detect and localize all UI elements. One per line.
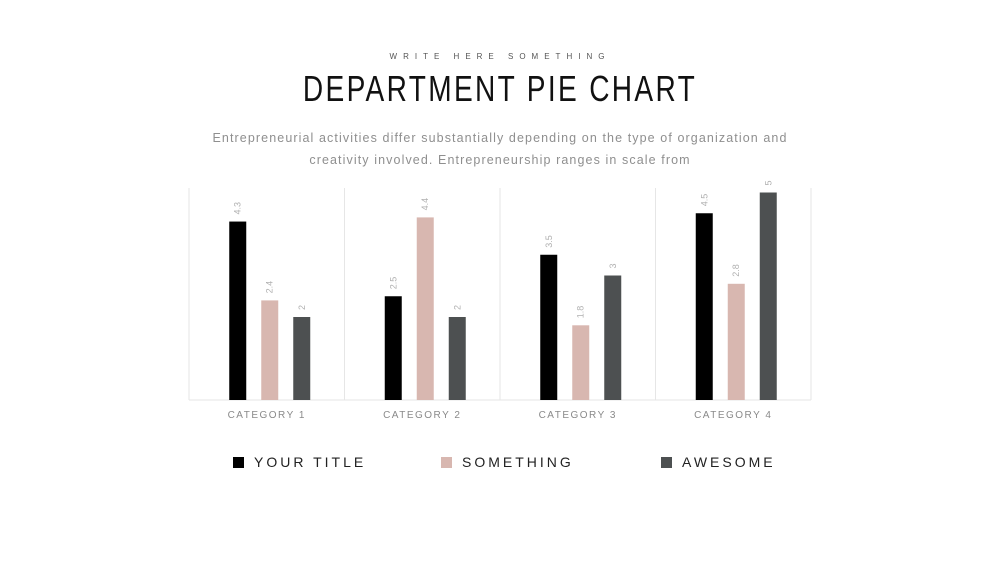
bar-2-cat-1 bbox=[261, 300, 279, 400]
legend-swatch-awesome bbox=[661, 456, 672, 468]
legend-item-awesome: AWESOME bbox=[661, 450, 776, 474]
bar-2-cat-4 bbox=[727, 283, 745, 400]
data-label: 2.8 bbox=[731, 264, 741, 277]
chart-legend: YOUR TITLE SOMETHING AWESOME bbox=[0, 450, 1000, 474]
data-label: 4.5 bbox=[699, 194, 709, 207]
x-tick-label: CATEGORY 1 bbox=[228, 410, 306, 421]
bar-3-cat-3 bbox=[604, 275, 622, 400]
data-label: 5 bbox=[763, 180, 773, 185]
x-tick-label: CATEGORY 2 bbox=[383, 410, 461, 421]
x-tick-label: CATEGORY 3 bbox=[539, 410, 617, 421]
bar-1-cat-1 bbox=[229, 221, 247, 400]
x-tick-label: CATEGORY 4 bbox=[694, 410, 772, 421]
data-label: 2.5 bbox=[388, 277, 398, 290]
data-label: 2.4 bbox=[265, 281, 275, 294]
bar-3-cat-1 bbox=[293, 317, 311, 400]
bar-2-cat-3 bbox=[572, 325, 590, 400]
page-subtitle: Entrepreneurial activities differ substa… bbox=[212, 131, 788, 167]
legend-swatch-your-title bbox=[233, 456, 244, 468]
legend-swatch-something bbox=[441, 456, 452, 468]
data-label: 3.5 bbox=[544, 235, 554, 248]
legend-item-your-title: YOUR TITLE bbox=[233, 450, 366, 474]
legend-label-awesome: AWESOME bbox=[682, 454, 776, 470]
data-label: 4.4 bbox=[420, 198, 430, 211]
data-label: 2 bbox=[297, 305, 307, 310]
bar-2-cat-2 bbox=[416, 217, 434, 400]
data-label: 3 bbox=[608, 263, 618, 268]
page-title: DEPARTMENT PIE CHART bbox=[302, 68, 698, 109]
bar-3-cat-2 bbox=[448, 317, 466, 400]
bar-1-cat-3 bbox=[540, 254, 558, 400]
legend-label-something: SOMETHING bbox=[462, 454, 574, 470]
data-label: 1.8 bbox=[576, 306, 586, 319]
data-label: 2 bbox=[452, 305, 462, 310]
bar-1-cat-2 bbox=[384, 296, 402, 400]
bar-1-cat-4 bbox=[695, 213, 713, 400]
data-label: 4.3 bbox=[233, 202, 243, 215]
kicker-text: WRITE HERE SOMETHING bbox=[389, 52, 611, 61]
legend-label-your-title: YOUR TITLE bbox=[254, 454, 367, 470]
legend-item-something: SOMETHING bbox=[441, 450, 574, 474]
bar-3-cat-4 bbox=[759, 192, 777, 400]
